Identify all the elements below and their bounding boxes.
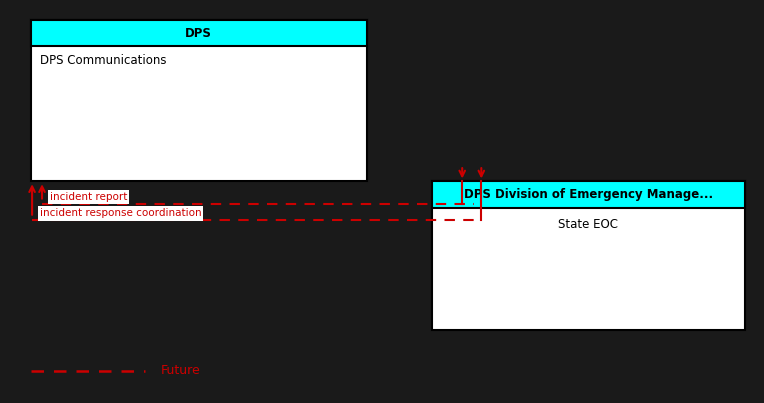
Text: State EOC: State EOC [558, 218, 618, 231]
Text: Future: Future [160, 364, 200, 377]
Bar [432, 181, 745, 208]
Bar [432, 181, 745, 330]
Text: DPS: DPS [185, 27, 212, 40]
Bar [31, 20, 367, 181]
Text: incident report: incident report [50, 192, 127, 202]
Text: DPS Division of Emergency Manage...: DPS Division of Emergency Manage... [464, 188, 713, 201]
Text: incident response coordination: incident response coordination [40, 208, 202, 218]
Text: DPS Communications: DPS Communications [40, 54, 167, 67]
Bar [31, 20, 367, 46]
